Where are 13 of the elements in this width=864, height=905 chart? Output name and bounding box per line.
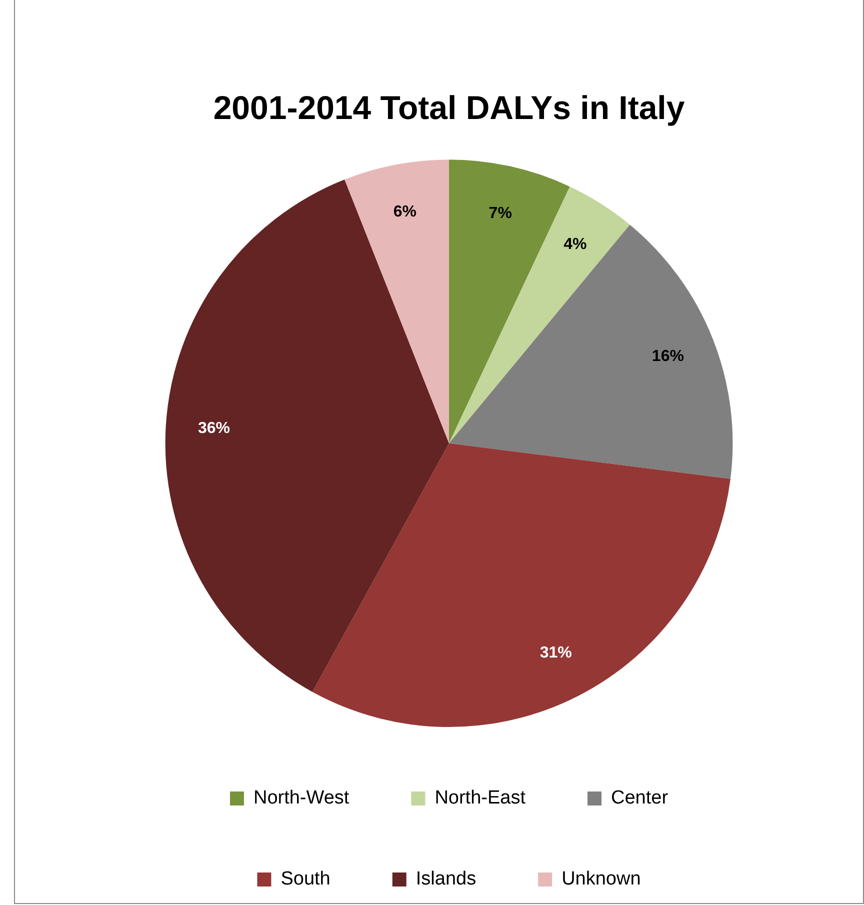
legend-label: South bbox=[280, 868, 330, 890]
legend-label: Unknown bbox=[562, 868, 641, 890]
chart-title: 2001-2014 Total DALYs in Italy bbox=[213, 88, 686, 126]
data-label: 4% bbox=[564, 236, 587, 253]
legend-label: Center bbox=[611, 788, 669, 809]
legend-label: North-East bbox=[434, 788, 526, 809]
data-label: 7% bbox=[488, 204, 512, 222]
legend-label: North-West bbox=[253, 788, 350, 809]
data-label: 31% bbox=[540, 644, 572, 662]
data-label: 16% bbox=[652, 348, 684, 366]
data-label: 36% bbox=[198, 420, 230, 437]
data-label: 6% bbox=[393, 203, 416, 220]
legend-label: Islands bbox=[416, 868, 476, 890]
